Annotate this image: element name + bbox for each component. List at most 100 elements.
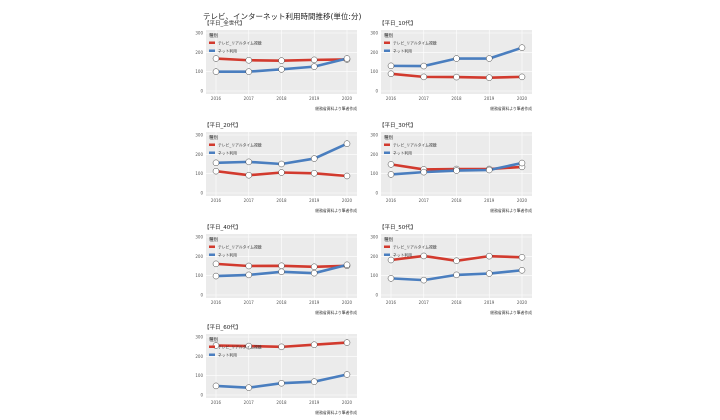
data-point	[245, 271, 252, 279]
data-point	[212, 272, 220, 280]
data-point	[518, 254, 526, 261]
chart-panel-3: 【平日_30代】 0 100 200 300 2016 2017 2018 2019 2020 種別…	[365, 120, 535, 218]
x-tick-label: 2019	[484, 300, 495, 305]
chart-title: 【平日_30代】	[379, 121, 416, 129]
x-tick-label: 2016	[386, 198, 397, 203]
data-point	[387, 161, 395, 168]
legend-key	[384, 245, 390, 248]
x-tick-label: 2017	[419, 198, 430, 203]
data-point	[245, 158, 252, 166]
data-point	[518, 73, 526, 81]
legend-label: ネット利用	[218, 49, 237, 54]
chart-svg: 【平日_50代】 0 100 200 300 2016 2017 2018 2019 2020 種別…	[370, 223, 532, 315]
data-point	[278, 379, 285, 387]
chart-svg: 【平日_30代】 0 100 200 300 2016 2017 2018 2019 2020 種別…	[370, 121, 532, 213]
x-tick-label: 2018	[276, 198, 287, 203]
y-tick-label: 0	[200, 393, 203, 398]
x-tick-label: 2018	[276, 96, 287, 101]
data-point	[518, 267, 526, 274]
legend-label: テレビ_リアルタイム視聴	[218, 245, 262, 250]
y-tick-label: 0	[200, 293, 203, 298]
source-note: 総務省資料より筆者作成	[490, 310, 532, 315]
y-tick-label: 300	[195, 31, 203, 36]
legend-key	[384, 253, 390, 256]
y-tick-label: 200	[195, 354, 203, 359]
y-tick-label: 200	[195, 152, 203, 157]
x-tick-label: 2018	[276, 300, 287, 305]
legend-label: テレビ_リアルタイム視聴	[393, 41, 437, 46]
y-tick-label: 0	[375, 89, 378, 94]
legend-label: テレビ_リアルタイム視聴	[393, 143, 437, 148]
chart-panel-2: 【平日_20代】 0 100 200 300 2016 2017 2018 2019 2020 種別…	[190, 120, 360, 218]
data-point	[212, 167, 220, 175]
data-point	[486, 252, 493, 260]
x-tick-label: 2019	[309, 300, 320, 305]
x-tick-label: 2017	[244, 96, 255, 101]
x-tick-label: 2018	[451, 96, 462, 101]
x-tick-label: 2017	[419, 96, 430, 101]
y-tick-label: 200	[370, 152, 378, 157]
x-tick-label: 2017	[244, 198, 255, 203]
y-tick-label: 300	[370, 31, 378, 36]
legend-label: テレビ_リアルタイム視聴	[393, 245, 437, 250]
legend-key	[384, 49, 390, 52]
chart-panel-6: 【平日_60代】 0 100 200 300 2016 2017 2018 2019 2020 種別…	[190, 322, 360, 420]
chart-title: 【平日_20代】	[204, 121, 241, 129]
data-point	[420, 168, 427, 176]
data-point	[453, 73, 460, 81]
legend-key	[384, 151, 390, 154]
data-point	[453, 271, 460, 279]
data-point	[518, 44, 526, 51]
y-tick-label: 300	[195, 335, 203, 340]
data-point	[278, 343, 285, 351]
data-point	[518, 159, 526, 167]
chart-panel-1: 【平日_10代】 0 100 200 300 2016 2017 2018 2019 2020 種別…	[365, 18, 535, 116]
legend-label: テレビ_リアルタイム視聴	[218, 41, 262, 46]
data-point	[212, 159, 220, 167]
y-tick-label: 300	[195, 235, 203, 240]
legend-key	[209, 41, 215, 44]
main-title: テレビ、インターネット利用時間推移(単位:分)	[203, 12, 362, 21]
chart-title: 【平日_40代】	[204, 223, 241, 231]
data-point	[212, 55, 220, 62]
legend-label: テレビ_リアルタイム視聴	[218, 143, 262, 148]
x-tick-label: 2020	[342, 400, 353, 405]
chart-panel-0: 【平日_全世代】 0 100 200 300 2016 2017 2018 2019 2020 種別…	[190, 18, 360, 116]
legend-label: ネット利用	[218, 151, 237, 156]
x-tick-label: 2019	[309, 198, 320, 203]
data-point	[212, 260, 220, 268]
legend-label: ネット利用	[393, 253, 412, 258]
data-point	[278, 66, 285, 73]
x-tick-label: 2017	[244, 300, 255, 305]
data-point	[387, 62, 395, 70]
y-tick-label: 0	[200, 89, 203, 94]
source-note: 総務省資料より筆者作成	[315, 208, 357, 213]
y-tick-label: 200	[195, 50, 203, 55]
data-point	[420, 62, 427, 70]
data-point	[245, 342, 252, 350]
chart-title: 【平日_全世代】	[204, 19, 245, 27]
y-tick-label: 200	[370, 254, 378, 259]
data-point	[420, 252, 427, 260]
x-tick-label: 2016	[211, 300, 222, 305]
y-tick-label: 0	[375, 191, 378, 196]
legend-label: ネット利用	[393, 49, 412, 54]
chart-svg: 【平日_40代】 0 100 200 300 2016 2017 2018 2019 2020 種別…	[195, 223, 357, 315]
x-tick-label: 2020	[517, 300, 528, 305]
data-point	[486, 166, 493, 174]
x-tick-label: 2016	[386, 96, 397, 101]
chart-svg: 【平日_60代】 0 100 200 300 2016 2017 2018 2019 2020 種別…	[195, 323, 357, 415]
x-tick-label: 2016	[386, 300, 397, 305]
data-point	[453, 167, 460, 174]
data-point	[311, 269, 318, 277]
chart-svg: 【平日_20代】 0 100 200 300 2016 2017 2018 2019 2020 種別…	[195, 121, 357, 213]
x-tick-label: 2020	[517, 96, 528, 101]
y-tick-label: 300	[370, 133, 378, 138]
data-point	[387, 70, 395, 78]
legend-title: 種別	[209, 236, 218, 243]
x-tick-label: 2018	[451, 300, 462, 305]
legend-label: ネット利用	[218, 353, 237, 358]
chart-title: 【平日_60代】	[204, 323, 241, 331]
y-tick-label: 100	[195, 171, 203, 176]
chart-title: 【平日_50代】	[379, 223, 416, 231]
